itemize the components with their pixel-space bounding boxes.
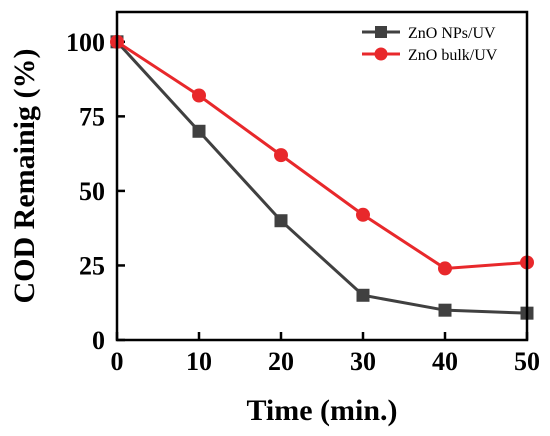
y-tick-label: 25	[79, 251, 105, 280]
y-tick-label: 50	[79, 177, 105, 206]
series-line-1	[116, 40, 528, 270]
series-point-1	[438, 261, 452, 276]
x-tick-label: 50	[514, 347, 540, 376]
series-layer	[110, 34, 534, 320]
y-tick-label: 0	[92, 326, 105, 355]
ticks-layer: 0 10 20 30 40 50 0 25 50 75 100	[66, 28, 540, 376]
series-line-0	[115, 40, 528, 315]
x-tick-label: 10	[186, 347, 212, 376]
legend-marker-1	[374, 47, 388, 61]
series-point-1	[192, 88, 206, 103]
y-tick-label: 100	[66, 28, 105, 57]
y-tick-label: 75	[79, 102, 105, 131]
series-point-1	[356, 207, 370, 222]
series-point-0	[356, 288, 370, 302]
y-axis-title: COD Remainig (%)	[8, 49, 41, 304]
series-point-0	[192, 124, 206, 138]
legend: ZnO NPs/UV ZnO bulk/UV	[362, 25, 498, 64]
plot-frame	[115, 10, 529, 342]
legend-label-1: ZnO bulk/UV	[408, 47, 498, 64]
x-tick-label: 0	[111, 347, 124, 376]
x-axis-title: Time (min.)	[246, 394, 397, 427]
legend-marker-0	[375, 26, 387, 38]
legend-label-0: ZnO NPs/UV	[408, 25, 496, 42]
x-tick-label: 20	[268, 347, 294, 376]
series-point-1	[274, 148, 288, 163]
series-point-0	[438, 303, 452, 317]
x-tick-label: 30	[350, 347, 376, 376]
series-point-0	[274, 214, 288, 228]
x-tick-label: 40	[432, 347, 458, 376]
